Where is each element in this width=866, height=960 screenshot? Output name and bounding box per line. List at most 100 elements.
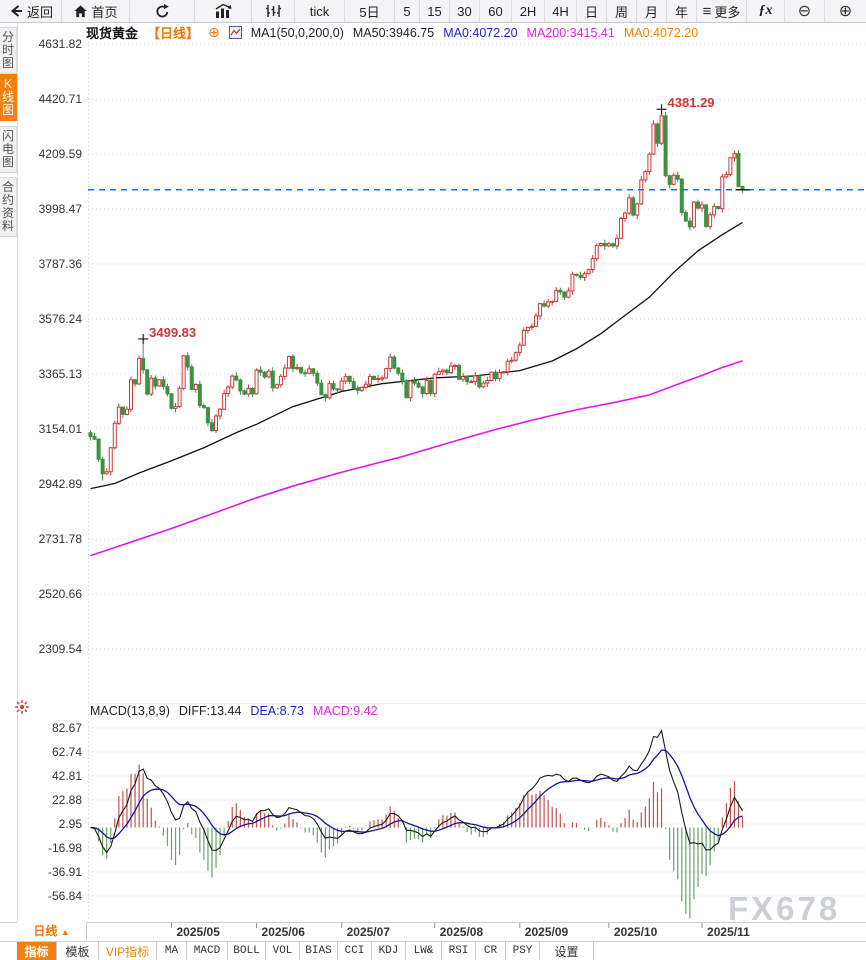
xaxis-month-label: 2025/11 xyxy=(707,925,750,939)
interval-30m-button[interactable]: 30 xyxy=(450,0,480,22)
interval-year-button-label: 年 xyxy=(674,4,688,20)
sidebar-tab-contract-info[interactable]: 合 约 资 料 xyxy=(0,177,17,237)
back-button[interactable]: 返回 xyxy=(0,0,62,22)
interval-4h-button-label: 4H xyxy=(552,3,569,19)
chart-type-kline-button[interactable] xyxy=(252,0,295,22)
ma-mini-chart-icon[interactable] xyxy=(228,26,242,39)
refresh-button[interactable] xyxy=(130,0,195,22)
zoom-in-button[interactable]: ⊕ xyxy=(825,0,866,22)
sidebar-tab-kline-chart[interactable]: K 线 图 xyxy=(0,74,17,121)
price-axis-label: 3998.47 xyxy=(38,202,82,216)
diff-value: DIFF:13.44 xyxy=(178,704,242,718)
zoom-in-icon: ⊕ xyxy=(838,2,853,20)
kline-icon xyxy=(265,3,282,19)
xaxis-row: 日线 ▲ 2025/05 2025/06 2025/07 2025/08 2025/09… xyxy=(0,922,866,942)
tab-rsi[interactable]: RSI xyxy=(442,942,476,960)
macd-value: MACD:9.42 xyxy=(312,704,378,718)
tab-vip-indicator[interactable]: VIP指标 xyxy=(99,942,157,960)
interval-5m-button[interactable]: 5 xyxy=(395,0,420,22)
price-axis-label: 4631.82 xyxy=(38,37,82,51)
tab-bias[interactable]: BIAS xyxy=(300,942,338,960)
home-button-label: 首页 xyxy=(91,4,118,20)
price-axis-label: 2309.54 xyxy=(38,642,82,656)
interval-day-button-label: 日 xyxy=(584,4,598,20)
interval-week-button-label: 周 xyxy=(614,4,628,20)
home-icon xyxy=(73,4,88,19)
tab-boll[interactable]: BOLL xyxy=(228,942,266,960)
interval-day-button[interactable]: 日 xyxy=(577,0,607,22)
interval-month-button-label: 月 xyxy=(644,4,658,20)
add-overlay-icon[interactable]: ⊕ xyxy=(208,24,220,40)
macd-axis-label: 42.81 xyxy=(51,769,82,783)
interval-60m-button[interactable]: 60 xyxy=(480,0,512,22)
macd-axis-label: -56.84 xyxy=(47,889,82,903)
watermark: FX678 xyxy=(728,890,841,927)
sidebar-tab-time-chart[interactable]: 分 时 图 xyxy=(0,27,17,74)
instrument-name: 现货黄金 xyxy=(86,26,139,41)
macd-settings-icon[interactable] xyxy=(14,699,30,720)
price-axis-label: 2520.66 xyxy=(38,587,82,601)
interval-week-button[interactable]: 周 xyxy=(607,0,637,22)
xaxis-month-label: 2025/08 xyxy=(439,925,484,939)
bar-chart-icon xyxy=(214,3,233,19)
tab-psy[interactable]: PSY xyxy=(506,942,540,960)
interval-5d-button[interactable]: 5日 xyxy=(345,0,395,22)
interval-tick-button-label: tick xyxy=(309,3,330,19)
xaxis-month-label: 2025/09 xyxy=(524,925,569,939)
back-button-label: 返回 xyxy=(26,4,53,20)
tab-macd[interactable]: MACD xyxy=(187,942,228,960)
dea-value: DEA:8.73 xyxy=(250,704,304,718)
macd-axis-label: -16.98 xyxy=(47,841,82,855)
ma200-value: MA200:3415.41 xyxy=(526,25,615,40)
tab-settings[interactable]: 设置 xyxy=(540,942,594,960)
indicator-tab-bar: 指标 模板 VIP指标 MA MACD BOLL VOL BIAS CCI KDJ LW& RSI CR… xyxy=(0,942,866,960)
tab-lwr[interactable]: LW& xyxy=(406,942,442,960)
interval-15m-button[interactable]: 15 xyxy=(420,0,450,22)
interval-5d-button-label: 5日 xyxy=(359,4,380,20)
ma0-blue-value: MA0:4072.20 xyxy=(443,25,518,40)
sidebar-divider xyxy=(17,23,18,960)
interval-year-button[interactable]: 年 xyxy=(667,0,697,22)
xaxis-month-label: 2025/05 xyxy=(176,925,220,939)
period-tag[interactable]: 【日线】 xyxy=(147,26,200,41)
sidebar-tab-lightning-chart[interactable]: 闪 电 图 xyxy=(0,126,17,173)
price-annotation-high-october: 4381.29 xyxy=(667,95,715,111)
more-button-label: 更多 xyxy=(714,4,741,20)
xaxis-month-label: 2025/10 xyxy=(613,925,658,939)
price-annotation-high-april: 3499.83 xyxy=(149,324,197,340)
ma-settings-label: MA1(50,0,200,0) xyxy=(250,25,344,40)
price-axis-label: 3365.13 xyxy=(38,367,82,381)
interval-5m-button-label: 5 xyxy=(403,3,411,19)
interval-tick-button[interactable]: tick xyxy=(295,0,345,22)
interval-4h-button[interactable]: 4H xyxy=(545,0,577,22)
interval-60m-button-label: 60 xyxy=(488,3,503,19)
price-axis-label: 2942.89 xyxy=(38,477,82,491)
tab-kdj[interactable]: KDJ xyxy=(372,942,406,960)
refresh-icon xyxy=(154,3,171,20)
macd-axis-label: 62.74 xyxy=(51,745,82,759)
chart-type-bar-button[interactable] xyxy=(195,0,252,22)
price-axis-label: 2731.78 xyxy=(38,532,82,546)
macd-axis-label: -36.91 xyxy=(47,865,82,879)
home-button[interactable]: 首页 xyxy=(62,0,130,22)
menu-icon: ≡ xyxy=(702,2,712,20)
macd-title: MACD(13,8,9) xyxy=(90,704,170,718)
tab-cr[interactable]: CR xyxy=(476,942,506,960)
tab-cci[interactable]: CCI xyxy=(338,942,372,960)
interval-month-button[interactable]: 月 xyxy=(637,0,667,22)
zoom-out-button[interactable]: ⊖ xyxy=(785,0,825,22)
zoom-out-icon: ⊖ xyxy=(797,2,812,20)
fx-icon: ƒx xyxy=(758,3,773,18)
interval-2h-button[interactable]: 2H xyxy=(512,0,545,22)
more-button[interactable]: ≡ 更多 xyxy=(697,0,747,22)
chevron-up-icon: ▲ xyxy=(60,927,70,937)
fx-button[interactable]: ƒx xyxy=(747,0,785,22)
tab-vol[interactable]: VOL xyxy=(266,942,300,960)
period-selector[interactable]: 日线 ▲ xyxy=(17,922,87,941)
ma50-value: MA50:3946.75 xyxy=(352,25,435,40)
tab-ma[interactable]: MA xyxy=(157,942,187,960)
tab-template[interactable]: 模板 xyxy=(57,942,99,960)
tab-indicator[interactable]: 指标 xyxy=(17,942,57,960)
